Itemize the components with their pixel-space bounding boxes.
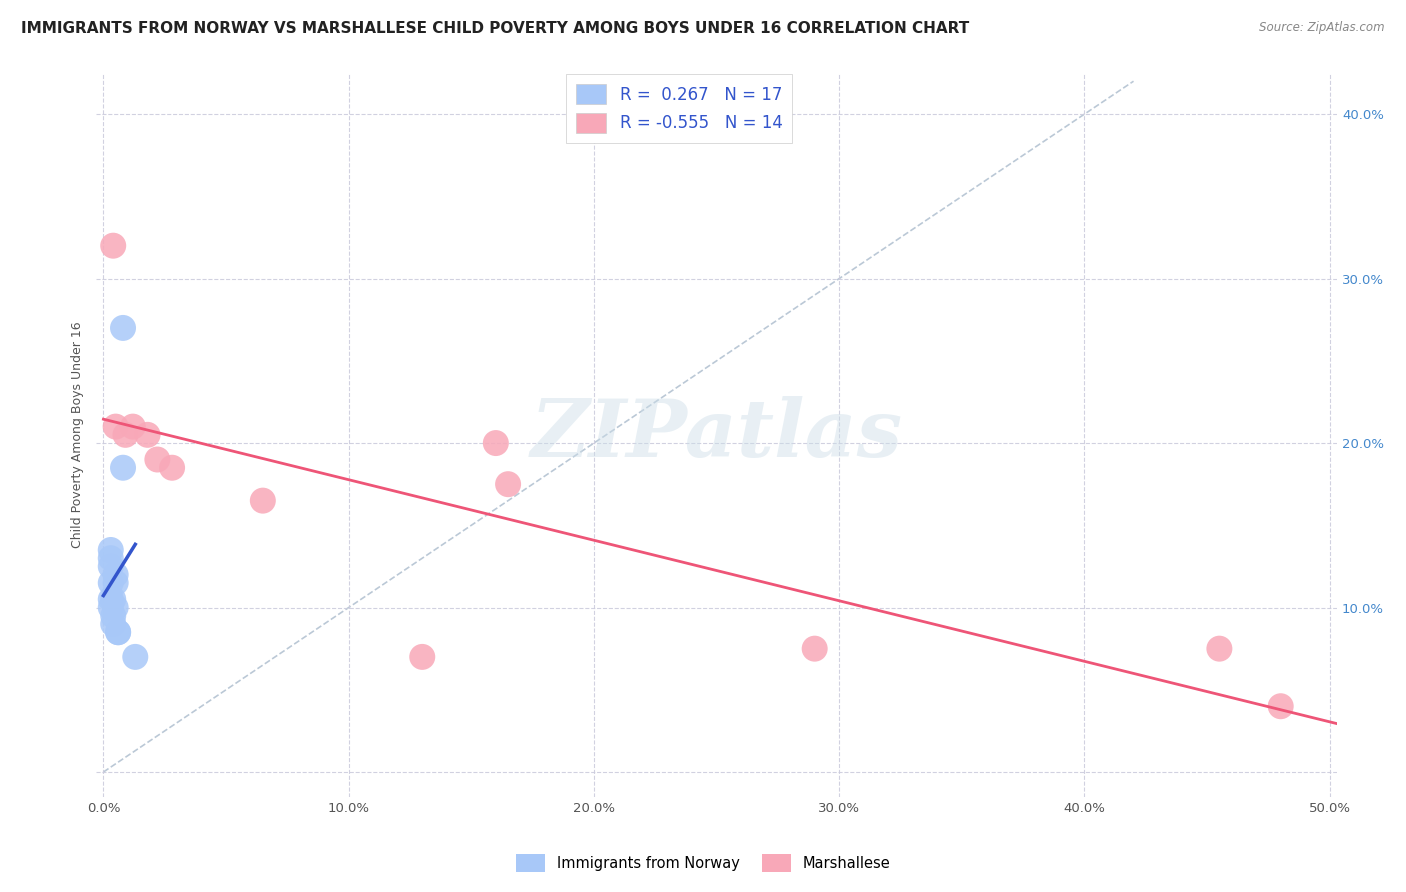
Text: IMMIGRANTS FROM NORWAY VS MARSHALLESE CHILD POVERTY AMONG BOYS UNDER 16 CORRELAT: IMMIGRANTS FROM NORWAY VS MARSHALLESE CH… (21, 21, 969, 37)
Y-axis label: Child Poverty Among Boys Under 16: Child Poverty Among Boys Under 16 (72, 321, 84, 549)
Legend: Immigrants from Norway, Marshallese: Immigrants from Norway, Marshallese (510, 848, 896, 878)
Point (100, 559, 122, 574)
Point (160, 460, 183, 475)
Point (496, 477, 519, 491)
Text: Source: ZipAtlas.com: Source: ZipAtlas.com (1260, 21, 1385, 35)
Point (104, 567, 127, 582)
Point (104, 575, 127, 590)
Point (112, 460, 135, 475)
Point (103, 238, 125, 252)
Text: ZIPatlas: ZIPatlas (530, 396, 903, 474)
Point (121, 419, 143, 434)
Legend: R =  0.267   N = 17, R = -0.555   N = 14: R = 0.267 N = 17, R = -0.555 N = 14 (567, 74, 793, 143)
Point (1270, 699, 1292, 714)
Point (100, 600, 122, 615)
Point (411, 649, 433, 664)
Point (252, 493, 274, 508)
Point (100, 592, 122, 607)
Point (114, 427, 136, 442)
Point (1208, 641, 1230, 656)
Point (136, 427, 159, 442)
Point (112, 321, 135, 335)
Point (104, 600, 127, 615)
Point (100, 575, 122, 590)
Point (107, 625, 129, 640)
Point (107, 625, 129, 640)
Point (803, 641, 825, 656)
Point (104, 419, 127, 434)
Point (100, 543, 122, 558)
Point (103, 608, 125, 623)
Point (100, 551, 122, 566)
Point (485, 436, 508, 450)
Point (103, 617, 125, 632)
Point (103, 592, 125, 607)
Point (124, 649, 146, 664)
Point (146, 452, 169, 467)
